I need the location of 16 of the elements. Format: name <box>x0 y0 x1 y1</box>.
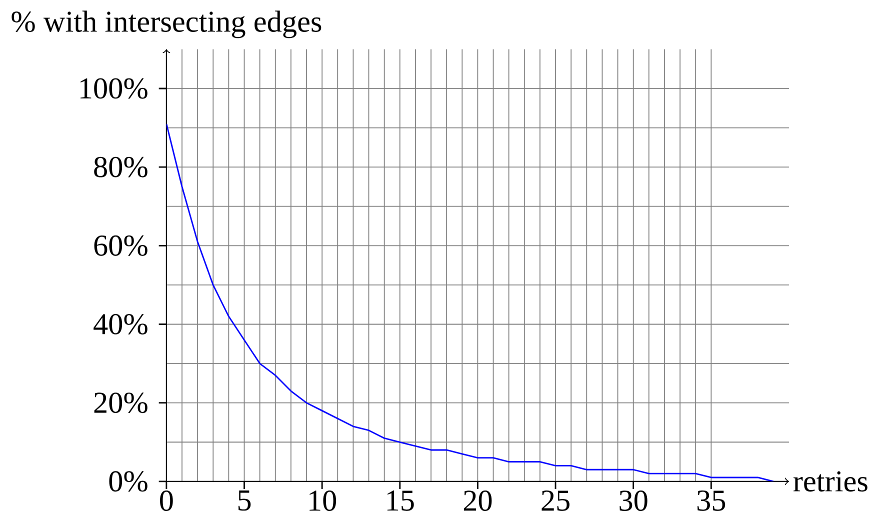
x-tick-label: 20 <box>464 490 492 511</box>
y-tick-label: 80% <box>94 156 148 178</box>
y-tick-label: 0% <box>109 471 148 492</box>
x-tick-label: 10 <box>310 490 336 511</box>
y-tick-label: 100% <box>80 78 148 99</box>
y-tick-label: 40% <box>94 314 148 334</box>
x-tick-label: 15 <box>387 490 414 511</box>
y-tick-label: 60% <box>94 235 148 256</box>
x-tick-label: 25 <box>542 490 570 511</box>
x-tick-label: 0 <box>160 490 173 511</box>
x-tick-label: 30 <box>620 490 648 511</box>
y-tick-label: 20% <box>94 392 148 414</box>
x-tick-label: 5 <box>238 490 251 511</box>
x-axis-title: retries <box>794 471 868 492</box>
y-axis-title: % with intersecting edges <box>12 10 322 38</box>
x-tick-label: 35 <box>697 490 726 511</box>
